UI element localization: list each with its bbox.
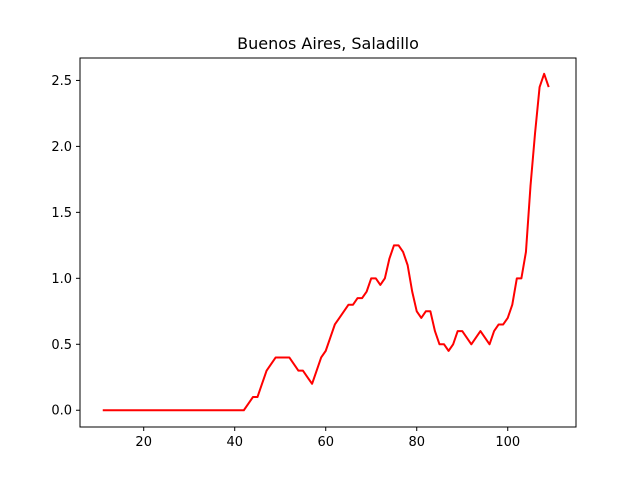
y-tick-label: 1.0 bbox=[51, 272, 72, 287]
y-axis-ticks: 0.0 0.5 1.0 1.5 2.0 2.5 bbox=[51, 74, 80, 419]
y-tick-label: 2.0 bbox=[51, 140, 72, 155]
plot-frame bbox=[79, 57, 577, 428]
plot-area bbox=[80, 58, 576, 427]
chart-title: Buenos Aires, Saladillo bbox=[237, 34, 419, 53]
x-axis-ticks: 20 40 60 80 100 bbox=[135, 427, 520, 450]
y-tick-label: 1.5 bbox=[51, 206, 72, 221]
y-tick-label: 0.5 bbox=[51, 338, 72, 353]
y-tick-label: 0.0 bbox=[51, 404, 72, 419]
x-tick-label: 20 bbox=[135, 435, 152, 450]
x-tick-label: 60 bbox=[317, 435, 334, 450]
x-tick-label: 100 bbox=[495, 435, 520, 450]
y-tick-label: 2.5 bbox=[51, 74, 72, 89]
x-tick-label: 80 bbox=[408, 435, 425, 450]
x-tick-label: 40 bbox=[226, 435, 243, 450]
series-line bbox=[102, 72, 550, 412]
